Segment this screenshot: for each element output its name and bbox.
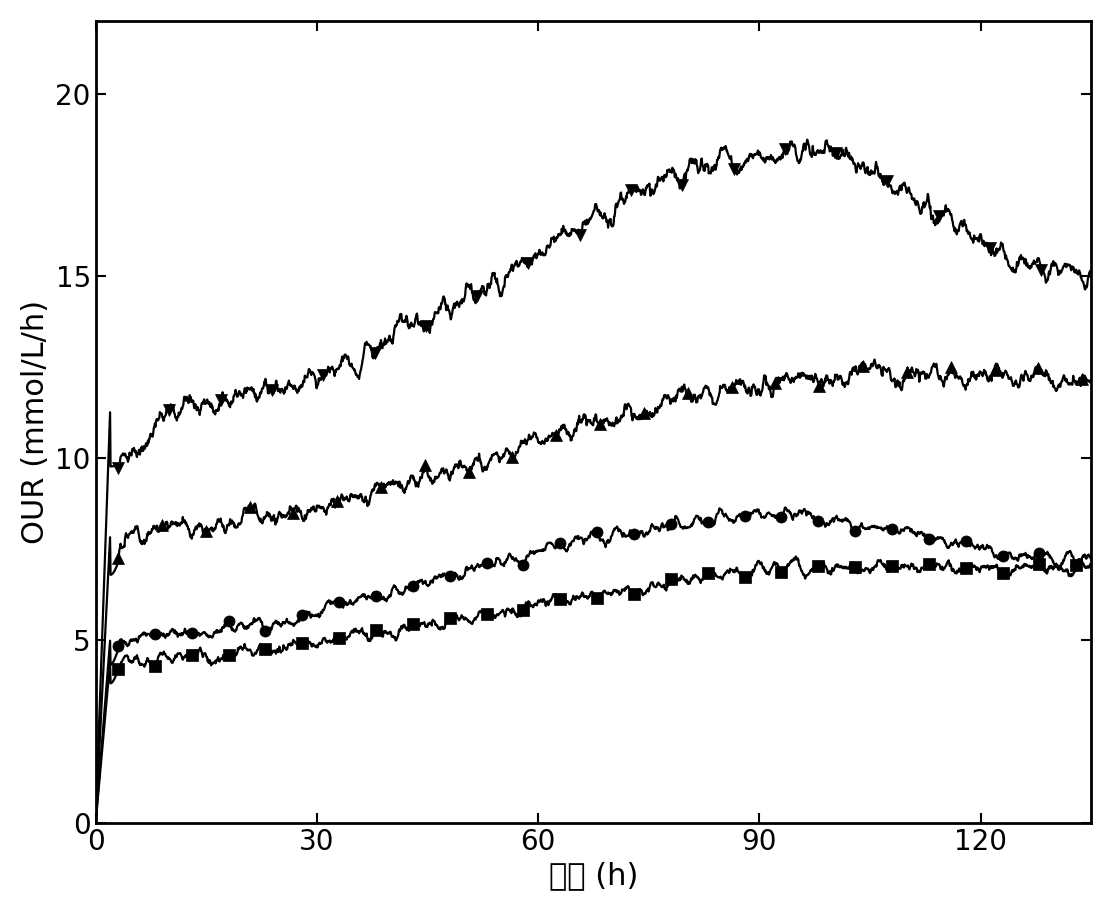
X-axis label: 时间 (h): 时间 (h): [548, 861, 638, 890]
Y-axis label: OUR (mmol/L/h): OUR (mmol/L/h): [21, 300, 50, 544]
